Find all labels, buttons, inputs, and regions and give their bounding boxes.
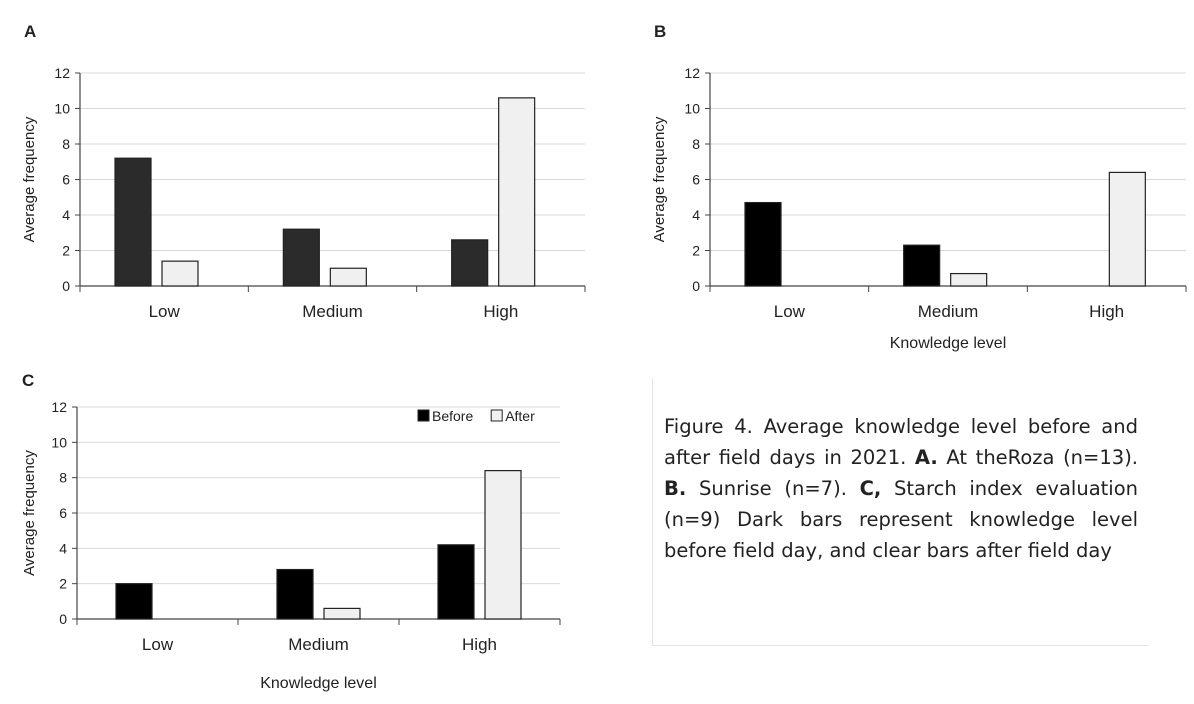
x-tick-label: High — [1089, 302, 1124, 321]
x-axis-label: Knowledge level — [260, 675, 377, 692]
y-tick-label: 4 — [692, 207, 700, 223]
y-tick-label: 2 — [59, 576, 67, 592]
y-tick-label: 12 — [54, 65, 70, 81]
x-tick-label: Medium — [918, 302, 978, 321]
y-tick-label: 10 — [54, 101, 70, 117]
y-tick-label: 10 — [684, 101, 700, 117]
y-axis-label: Average frequency — [651, 116, 668, 242]
y-tick-label: 4 — [59, 540, 67, 556]
figure-caption: Figure 4. Average knowledge level before… — [664, 411, 1138, 566]
x-tick-label: High — [462, 635, 497, 654]
x-tick-label: Medium — [302, 302, 362, 321]
caption-box — [652, 378, 1148, 646]
y-tick-label: 6 — [692, 172, 700, 188]
bar — [451, 239, 489, 287]
y-tick-label: 0 — [692, 278, 700, 294]
caption-text-b: Sunrise (n=7). — [686, 477, 860, 500]
legend-swatch — [490, 409, 503, 422]
bar — [498, 97, 536, 287]
panel-label: B — [654, 22, 666, 41]
legend: Before After — [417, 408, 535, 424]
y-tick-label: 4 — [62, 207, 70, 223]
bar — [1108, 171, 1146, 287]
bar — [323, 607, 361, 620]
chart-panel-b: B 0 2 4 6 8 10 12 Low Medium High Average frequency… — [640, 0, 1194, 370]
y-tick-label: 0 — [59, 611, 67, 627]
panel-label: C — [22, 371, 34, 390]
x-tick-label: Low — [774, 302, 806, 321]
y-tick-label: 8 — [59, 470, 67, 486]
y-tick-label: 2 — [62, 243, 70, 259]
y-axis-label: Average frequency — [21, 450, 38, 576]
x-tick-label: High — [483, 302, 518, 321]
legend-swatch — [417, 409, 430, 422]
bar — [437, 544, 475, 620]
legend-label: Before — [432, 408, 473, 424]
bar — [114, 157, 152, 287]
bar — [950, 272, 988, 287]
legend-label: After — [505, 408, 535, 424]
y-tick-label: 8 — [692, 136, 700, 152]
caption-intro: Figure 4. Average knowledge level before… — [664, 415, 1138, 469]
chart-panel-a: A 0 2 4 6 8 10 12 Low Medium High Average frequency — [0, 0, 600, 350]
bar — [115, 583, 153, 620]
caption-text-c: Starch index evaluation (n=9) Dark bars … — [664, 477, 1138, 562]
bar-chart-c: C 0 2 4 6 8 10 12 Low Medium High Average frequency… — [21, 371, 561, 692]
panel-label: A — [24, 22, 36, 41]
bar — [161, 260, 199, 287]
y-tick-label: 8 — [62, 136, 70, 152]
x-tick-label: Low — [149, 302, 181, 321]
y-tick-label: 6 — [62, 172, 70, 188]
bar — [282, 228, 320, 287]
bar — [484, 469, 522, 620]
bar-chart-a: A 0 2 4 6 8 10 12 Low Medium High Average frequency — [21, 22, 586, 321]
caption-label-c: C, — [859, 477, 882, 500]
y-tick-label: 12 — [684, 65, 700, 81]
y-tick-label: 6 — [59, 505, 67, 521]
bar-chart-b: B 0 2 4 6 8 10 12 Low Medium High Average frequency… — [651, 22, 1187, 352]
x-tick-label: Medium — [288, 635, 348, 654]
caption-label-b: B. — [664, 477, 687, 500]
y-tick-label: 12 — [51, 399, 67, 415]
x-tick-label: Low — [142, 635, 174, 654]
y-tick-label: 0 — [62, 278, 70, 294]
y-tick-label: 10 — [51, 434, 67, 450]
bar — [329, 267, 367, 287]
bar — [903, 244, 941, 287]
x-axis-label: Knowledge level — [890, 335, 1007, 352]
bar — [276, 568, 314, 620]
bar — [744, 201, 782, 287]
caption-text-a: At theRoza (n=13). — [937, 446, 1139, 469]
caption-label-a: A. — [914, 446, 938, 469]
y-axis-label: Average frequency — [21, 116, 38, 242]
y-tick-label: 2 — [692, 243, 700, 259]
chart-panel-c: C 0 2 4 6 8 10 12 Low Medium High Average frequency… — [0, 360, 620, 699]
